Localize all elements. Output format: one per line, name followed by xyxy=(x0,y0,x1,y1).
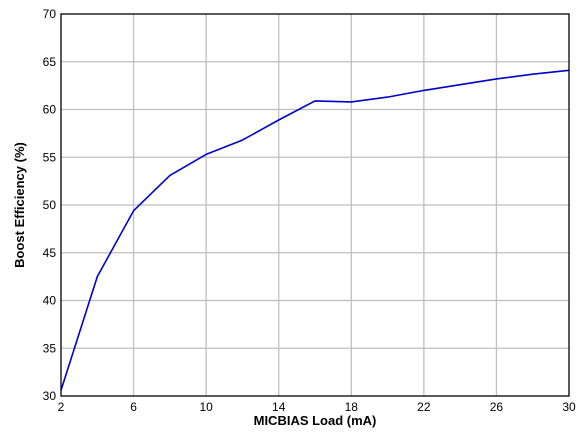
x-tick-label: 10 xyxy=(199,400,213,414)
y-tick-label: 65 xyxy=(43,55,57,69)
x-tick-label: 22 xyxy=(417,400,431,414)
x-axis-ticks: 2 6 10 14 18 22 26 30 xyxy=(58,400,576,414)
series-line-1 xyxy=(60,69,570,391)
x-tick-label: 18 xyxy=(345,400,359,414)
y-tick-label: 35 xyxy=(43,341,57,355)
series-layer xyxy=(60,69,570,391)
x-tick-label: 30 xyxy=(562,400,576,414)
x-tick-label: 14 xyxy=(272,400,286,414)
y-tick-label: 55 xyxy=(43,150,57,164)
y-axis-title: Boost Efficiency (%) xyxy=(12,142,27,268)
y-axis-ticks: 30 35 40 45 50 55 60 65 70 xyxy=(43,7,57,403)
x-tick-label: 26 xyxy=(490,400,504,414)
y-tick-label: 70 xyxy=(43,7,57,21)
y-tick-label: 40 xyxy=(43,294,57,308)
plot-frame xyxy=(60,13,570,397)
y-tick-label: 50 xyxy=(43,198,57,212)
y-tick-label: 60 xyxy=(43,103,57,117)
y-tick-label: 30 xyxy=(43,389,57,403)
x-axis-title: MICBIAS Load (mA) xyxy=(254,413,377,428)
x-tick-label: 6 xyxy=(130,400,137,414)
grid xyxy=(61,14,569,396)
x-tick-label: 2 xyxy=(58,400,65,414)
y-tick-label: 45 xyxy=(43,246,57,260)
